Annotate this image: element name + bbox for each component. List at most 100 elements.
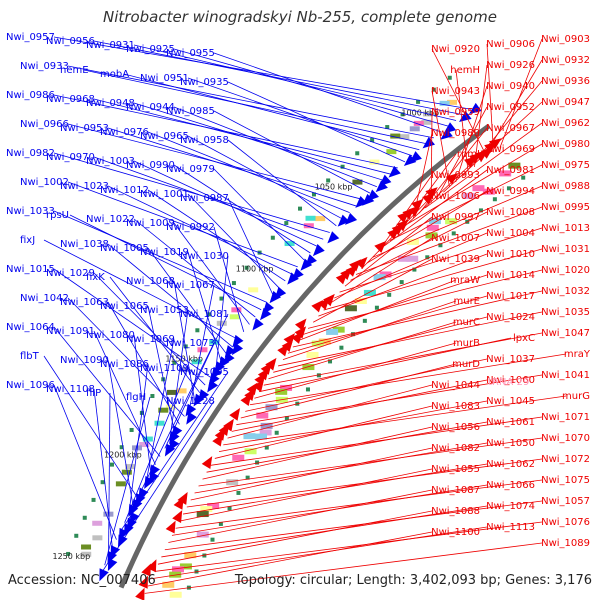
gene-label-forward[interactable]: Nwi_0985 bbox=[166, 106, 215, 117]
gene-label-forward[interactable]: Nwi_1023 bbox=[60, 181, 109, 192]
gene-label-reverse[interactable]: Nwi_0995 bbox=[541, 202, 590, 213]
gene-label-reverse[interactable]: Nwi_0962 bbox=[541, 118, 590, 129]
gene-label-reverse[interactable]: Nwi_1014 bbox=[486, 270, 535, 281]
gene-label-reverse[interactable]: Nwi_1074 bbox=[486, 501, 535, 512]
gene-label-forward[interactable]: flbT bbox=[20, 351, 40, 362]
gene-label-reverse[interactable]: Nwi_1070 bbox=[541, 433, 590, 444]
gene-label-reverse[interactable]: Nwi_1087 bbox=[431, 485, 480, 496]
gene-label-forward[interactable]: Nwi_1086 bbox=[100, 359, 149, 370]
gene-label-forward[interactable]: Nwi_1128 bbox=[166, 396, 215, 407]
gene-label-reverse[interactable]: Nwi_1066 bbox=[486, 480, 535, 491]
gene-label-reverse[interactable]: Nwi_1032 bbox=[541, 286, 590, 297]
gene-label-reverse[interactable]: Nwi_1031 bbox=[541, 244, 590, 255]
gene-label-reverse[interactable]: Nwi_1044 bbox=[431, 380, 480, 391]
gene-label-reverse[interactable]: Nwi_0952 bbox=[486, 102, 535, 113]
gene-label-forward[interactable]: Nwi_1033 bbox=[6, 206, 55, 217]
gene-label-reverse[interactable]: Nwi_1039 bbox=[431, 254, 480, 265]
gene-label-reverse[interactable]: Nwi_1017 bbox=[486, 291, 535, 302]
gene-label-forward[interactable]: Nwi_0968 bbox=[46, 94, 95, 105]
gene-label-reverse[interactable]: Nwi_0997 bbox=[431, 212, 480, 223]
gene-label-reverse[interactable]: Nwi_0994 bbox=[486, 186, 535, 197]
gene-label-reverse[interactable]: Nwi_0943 bbox=[431, 86, 480, 97]
gene-label-reverse[interactable]: Nwi_1013 bbox=[541, 223, 590, 234]
gene-label-reverse[interactable]: Nwi_1075 bbox=[541, 475, 590, 486]
gene-label-forward[interactable]: Nwi_0944 bbox=[126, 102, 175, 113]
gene-label-forward[interactable]: Nwi_0965 bbox=[140, 131, 189, 142]
gene-label-forward[interactable]: rpsU bbox=[46, 210, 69, 221]
gene-label-reverse[interactable]: Nwi_1055 bbox=[431, 464, 480, 475]
gene-label-reverse[interactable]: Nwi_0981 bbox=[486, 165, 535, 176]
gene-label-reverse[interactable]: mraW bbox=[450, 275, 480, 286]
gene-label-reverse[interactable]: Nwi_0959 bbox=[431, 107, 480, 118]
gene-label-forward[interactable]: Nwi_0982 bbox=[6, 148, 55, 159]
gene-label-forward[interactable]: Nwi_0956 bbox=[46, 36, 95, 47]
gene-label-forward[interactable]: Nwi_1053 bbox=[140, 305, 189, 316]
gene-label-reverse[interactable]: Nwi_0920 bbox=[431, 44, 480, 55]
gene-label-forward[interactable]: Nwi_1015 bbox=[6, 264, 55, 275]
gene-label-forward[interactable]: Nwi_1080 bbox=[86, 330, 135, 341]
gene-label-forward[interactable]: Nwi_1090 bbox=[60, 355, 109, 366]
gene-label-reverse[interactable]: Nwi_1089 bbox=[541, 538, 590, 549]
gene-label-forward[interactable]: Nwi_0990 bbox=[126, 160, 175, 171]
gene-label-reverse[interactable]: murC bbox=[453, 317, 480, 328]
gene-label-reverse[interactable]: rpmJ bbox=[457, 149, 480, 160]
gene-label-forward[interactable]: Nwi_0958 bbox=[180, 135, 229, 146]
gene-label-forward[interactable]: Nwi_1067 bbox=[166, 280, 215, 291]
gene-label-reverse[interactable]: Nwi_1113 bbox=[486, 522, 535, 533]
gene-label-reverse[interactable]: hemH bbox=[450, 65, 480, 76]
gene-label-forward[interactable]: Nwi_1029 bbox=[46, 268, 95, 279]
gene-label-forward[interactable]: Nwi_1030 bbox=[180, 251, 229, 262]
gene-label-reverse[interactable]: Nwi_0988 bbox=[541, 181, 590, 192]
gene-label-forward[interactable]: Nwi_1108 bbox=[46, 384, 95, 395]
gene-label-reverse[interactable]: Nwi_1088 bbox=[431, 506, 480, 517]
gene-label-forward[interactable]: Nwi_1063 bbox=[60, 297, 109, 308]
gene-label-reverse[interactable]: Nwi_1008 bbox=[486, 207, 535, 218]
gene-label-forward[interactable]: Nwi_1005 bbox=[100, 243, 149, 254]
gene-label-forward[interactable]: Nwi_0992 bbox=[166, 222, 215, 233]
gene-label-forward[interactable]: Nwi_1042 bbox=[20, 293, 69, 304]
gene-label-reverse[interactable]: Nwi_1035 bbox=[541, 307, 590, 318]
gene-label-forward[interactable]: Nwi_1019 bbox=[140, 247, 189, 258]
gene-label-forward[interactable]: mobA bbox=[100, 69, 129, 80]
gene-label-forward[interactable]: Nwi_0986 bbox=[6, 90, 55, 101]
gene-label-reverse[interactable]: Nwi_0947 bbox=[541, 97, 590, 108]
gene-label-forward[interactable]: Nwi_1065 bbox=[100, 301, 149, 312]
gene-label-forward[interactable]: Nwi_1081 bbox=[180, 309, 229, 320]
trna-label[interactable]: tRNA-29 bbox=[488, 377, 529, 388]
gene-label-forward[interactable]: Nwi_1038 bbox=[60, 239, 109, 250]
gene-label-reverse[interactable]: Nwi_1004 bbox=[486, 228, 535, 239]
gene-label-reverse[interactable]: murE bbox=[453, 296, 480, 307]
gene-label-forward[interactable]: Nwi_0925 bbox=[126, 44, 175, 55]
gene-label-forward[interactable]: Nwi_0955 bbox=[166, 48, 215, 59]
gene-label-forward[interactable]: Nwi_0931 bbox=[86, 40, 135, 51]
gene-label-forward[interactable]: Nwi_0951 bbox=[140, 73, 189, 84]
gene-label-reverse[interactable]: murB bbox=[453, 338, 480, 349]
gene-label-reverse[interactable]: Nwi_1083 bbox=[431, 401, 480, 412]
gene-label-forward[interactable]: Nwi_1022 bbox=[86, 214, 135, 225]
gene-label-reverse[interactable]: Nwi_0926 bbox=[486, 60, 535, 71]
gene-label-forward[interactable]: Nwi_1001 bbox=[140, 189, 189, 200]
gene-label-reverse[interactable]: Nwi_1020 bbox=[541, 265, 590, 276]
gene-label-reverse[interactable]: Nwi_1041 bbox=[541, 370, 590, 381]
gene-label-forward[interactable]: Nwi_0953 bbox=[60, 123, 109, 134]
gene-label-forward[interactable]: Nwi_1095 bbox=[180, 367, 229, 378]
gene-label-forward[interactable]: fixK bbox=[86, 272, 105, 283]
gene-label-forward[interactable]: fixJ bbox=[20, 235, 35, 246]
gene-label-forward[interactable]: Nwi_0957 bbox=[6, 32, 55, 43]
gene-label-reverse[interactable]: Nwi_0936 bbox=[541, 76, 590, 87]
gene-label-reverse[interactable]: Nwi_1062 bbox=[486, 459, 535, 470]
gene-label-reverse[interactable]: Nwi_0975 bbox=[541, 160, 590, 171]
gene-label-forward[interactable]: Nwi_1109 bbox=[140, 363, 189, 374]
gene-label-forward[interactable]: Nwi_1073 bbox=[166, 338, 215, 349]
gene-label-reverse[interactable]: Nwi_0906 bbox=[486, 39, 535, 50]
gene-label-forward[interactable]: Nwi_1068 bbox=[126, 276, 175, 287]
gene-label-forward[interactable]: Nwi_0987 bbox=[180, 193, 229, 204]
gene-label-reverse[interactable]: Nwi_1010 bbox=[486, 249, 535, 260]
gene-label-reverse[interactable]: Nwi_1045 bbox=[486, 396, 535, 407]
gene-label-reverse[interactable]: Nwi_1060 bbox=[486, 375, 535, 386]
gene-label-reverse[interactable]: lpxC bbox=[513, 333, 535, 344]
gene-label-forward[interactable]: hemE bbox=[60, 65, 89, 76]
gene-label-forward[interactable]: fliP bbox=[86, 388, 101, 399]
gene-label-reverse[interactable]: Nwi_0940 bbox=[486, 81, 535, 92]
gene-label-reverse[interactable]: Nwi_1047 bbox=[541, 328, 590, 339]
